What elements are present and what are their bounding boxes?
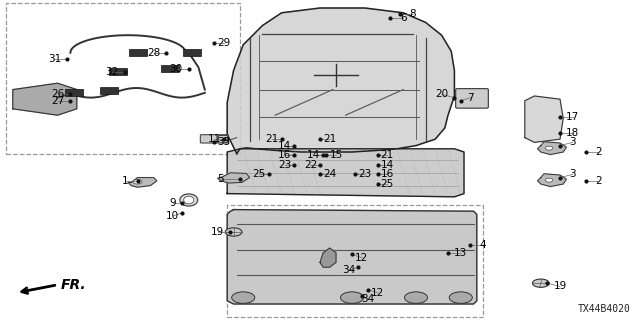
Text: 4: 4 [480,240,486,250]
Polygon shape [218,173,250,183]
Circle shape [545,178,553,182]
Text: 29: 29 [218,38,230,48]
Text: 8: 8 [410,9,416,20]
Text: 27: 27 [51,96,64,106]
Bar [109,68,127,75]
Text: 7: 7 [467,92,474,103]
Polygon shape [128,178,157,187]
Circle shape [232,292,255,303]
Text: 17: 17 [566,112,579,122]
Circle shape [404,292,428,303]
Text: TX44B4020: TX44B4020 [577,304,630,314]
Circle shape [133,180,142,184]
Text: 16: 16 [278,150,291,160]
Text: 6: 6 [400,12,406,23]
Text: 3: 3 [570,137,576,148]
Circle shape [225,228,242,236]
Polygon shape [525,96,563,142]
Text: 21: 21 [266,134,278,144]
Text: 2: 2 [595,176,602,186]
Text: 2: 2 [595,147,602,157]
Text: 11: 11 [208,134,221,144]
Text: 30: 30 [170,64,182,74]
Bar [100,87,118,94]
Text: 14: 14 [381,160,394,170]
Text: 23: 23 [278,160,291,170]
Text: 14: 14 [307,150,320,160]
Text: 31: 31 [48,54,61,64]
Circle shape [340,292,364,303]
Polygon shape [227,8,454,154]
Text: 19: 19 [554,281,566,292]
Text: 34: 34 [362,294,374,304]
Text: 22: 22 [304,160,317,170]
Circle shape [532,279,549,287]
Text: 25: 25 [253,169,266,180]
Ellipse shape [180,194,198,206]
Bar [6,3,240,154]
Bar [65,89,83,96]
Text: 18: 18 [566,128,579,138]
Text: 3: 3 [570,169,576,180]
Text: 21: 21 [323,134,336,144]
Text: 21: 21 [381,150,394,160]
FancyBboxPatch shape [200,135,228,143]
Text: 20: 20 [435,89,448,100]
Text: 15: 15 [330,150,342,160]
Bar [183,49,201,56]
Polygon shape [538,142,566,155]
Text: 24: 24 [323,169,336,180]
Bar [227,205,483,317]
Text: 32: 32 [106,67,118,77]
Polygon shape [227,149,464,197]
Ellipse shape [184,196,194,204]
Text: 23: 23 [358,169,371,180]
Text: 14: 14 [278,140,291,151]
Text: 12: 12 [371,288,384,298]
Polygon shape [13,83,77,115]
Circle shape [545,146,553,150]
Circle shape [449,292,472,303]
FancyBboxPatch shape [456,89,488,108]
Text: 33: 33 [218,137,230,148]
Text: 5: 5 [218,174,224,184]
Text: 16: 16 [381,169,394,180]
Text: 10: 10 [166,211,179,221]
Polygon shape [538,174,566,187]
Polygon shape [320,248,336,267]
Text: 26: 26 [51,89,64,100]
Text: 13: 13 [454,248,467,258]
Text: 12: 12 [355,252,368,263]
Text: 1: 1 [122,176,128,186]
Bar [218,135,227,142]
Polygon shape [227,210,477,304]
Text: 28: 28 [147,48,160,58]
Text: 34: 34 [342,265,355,276]
Bar [161,65,179,72]
Text: FR.: FR. [61,278,86,292]
Text: 19: 19 [211,227,224,237]
Text: 25: 25 [381,179,394,189]
Text: 9: 9 [170,198,176,208]
Bar [129,49,147,56]
